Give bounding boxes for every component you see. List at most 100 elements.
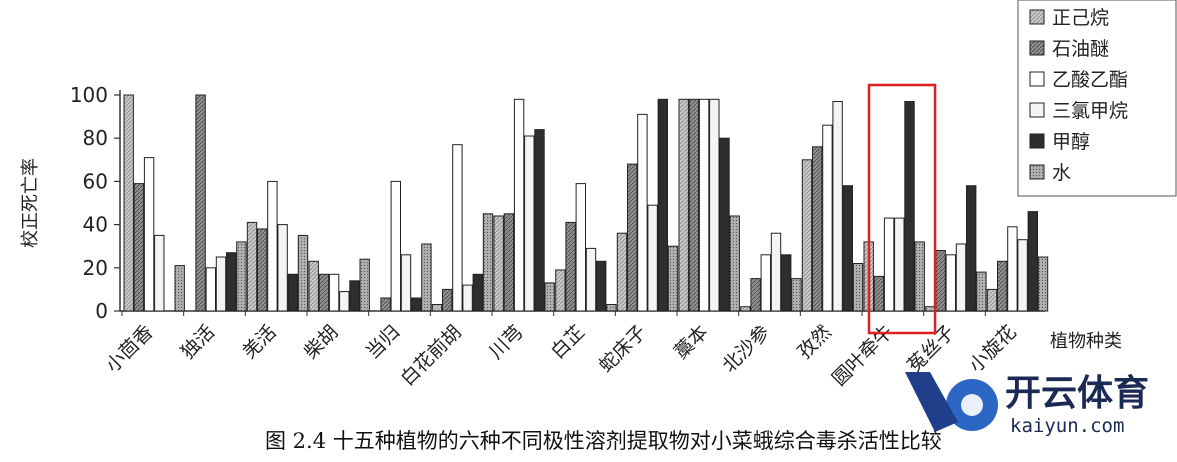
bar	[822, 124, 833, 312]
bar-group	[678, 98, 740, 312]
bar	[195, 94, 206, 312]
legend-swatch	[1029, 133, 1045, 149]
bar	[678, 98, 689, 312]
bar	[667, 245, 679, 312]
bar	[1037, 256, 1049, 312]
bar	[935, 250, 946, 312]
bar	[596, 260, 607, 312]
bar-group	[380, 180, 432, 312]
bar	[308, 260, 319, 312]
bar	[226, 252, 237, 312]
logo-k-mark	[905, 372, 958, 432]
legend-item: 正己烷	[1029, 7, 1109, 29]
bar	[472, 273, 484, 312]
bar-group	[308, 258, 370, 312]
bar	[174, 265, 185, 312]
category-label: 北沙参	[718, 321, 774, 377]
y-tick-label: 0	[95, 299, 108, 323]
bar-group	[616, 98, 679, 312]
bar	[1007, 226, 1018, 312]
bar	[390, 180, 402, 312]
bar	[359, 258, 370, 312]
category-label: 菟丝子	[903, 321, 959, 377]
bar	[565, 221, 576, 312]
bar	[688, 98, 700, 312]
bar-group	[493, 98, 555, 312]
bar	[986, 288, 998, 312]
bar	[462, 284, 473, 312]
y-tick-label: 60	[83, 169, 108, 193]
bar	[698, 98, 710, 312]
bar	[945, 254, 956, 312]
bar	[955, 243, 967, 312]
bar	[719, 137, 730, 312]
category-label: 当归	[362, 321, 404, 363]
legend-swatch	[1029, 9, 1045, 25]
legend-item: 甲醇	[1029, 131, 1090, 153]
bar	[904, 101, 915, 312]
bar	[575, 183, 586, 312]
bar	[750, 278, 761, 312]
category-label: 羌活	[238, 321, 280, 363]
bar	[585, 247, 597, 312]
bar	[760, 254, 771, 312]
bar	[513, 98, 525, 312]
y-axis: 0 20 40 60 80 100	[70, 83, 121, 323]
legend-swatch	[1029, 102, 1045, 118]
bar	[257, 228, 268, 312]
bar	[205, 267, 217, 312]
bar	[400, 254, 412, 312]
bar	[133, 183, 145, 312]
y-tick-label: 100	[70, 83, 108, 107]
bar	[997, 260, 1008, 312]
bar-group	[801, 101, 864, 312]
bar	[328, 273, 340, 312]
bar	[657, 98, 668, 312]
bar	[770, 232, 782, 312]
bar	[966, 185, 977, 312]
bar	[729, 215, 740, 312]
bar	[534, 129, 545, 312]
bar-group	[863, 101, 925, 312]
bar	[442, 288, 453, 312]
bar	[493, 215, 504, 312]
bar	[647, 204, 658, 312]
bar	[812, 146, 823, 312]
bar	[781, 254, 792, 312]
legend-label: 乙酸乙酯	[1052, 69, 1128, 91]
legend-label: 甲醇	[1052, 131, 1090, 153]
category-label: 孜然	[793, 321, 835, 363]
category-label: 蛇床子	[595, 321, 651, 377]
legend-item: 乙酸乙酯	[1029, 69, 1128, 91]
bar	[236, 241, 247, 312]
bar	[123, 94, 134, 312]
category-label: 圆叶牵牛	[828, 321, 897, 390]
bar-group	[431, 144, 494, 312]
legend-item: 石油醚	[1029, 38, 1109, 60]
bar	[883, 217, 895, 312]
bar	[842, 185, 853, 312]
bar	[267, 180, 278, 312]
category-label: 川芎	[485, 321, 527, 363]
legend-label: 石油醚	[1052, 38, 1109, 60]
bar	[925, 306, 936, 312]
bar	[380, 297, 391, 312]
bar	[421, 243, 432, 312]
bar	[431, 304, 443, 312]
legend-label: 三氯甲烷	[1052, 100, 1128, 122]
legend-item: 三氯甲烷	[1029, 100, 1128, 122]
category-label: 小旋花	[965, 321, 1021, 377]
legend-swatch	[1029, 164, 1045, 180]
bar	[143, 157, 155, 312]
bar	[215, 256, 227, 312]
bar	[1027, 211, 1038, 312]
bar	[297, 234, 309, 312]
bar	[318, 273, 330, 312]
watermark-brand-en: kaiyun.com	[1010, 415, 1124, 437]
category-label: 独活	[177, 321, 219, 363]
bar	[277, 224, 288, 312]
y-tick-label: 80	[83, 126, 108, 150]
bar-group	[925, 185, 987, 312]
